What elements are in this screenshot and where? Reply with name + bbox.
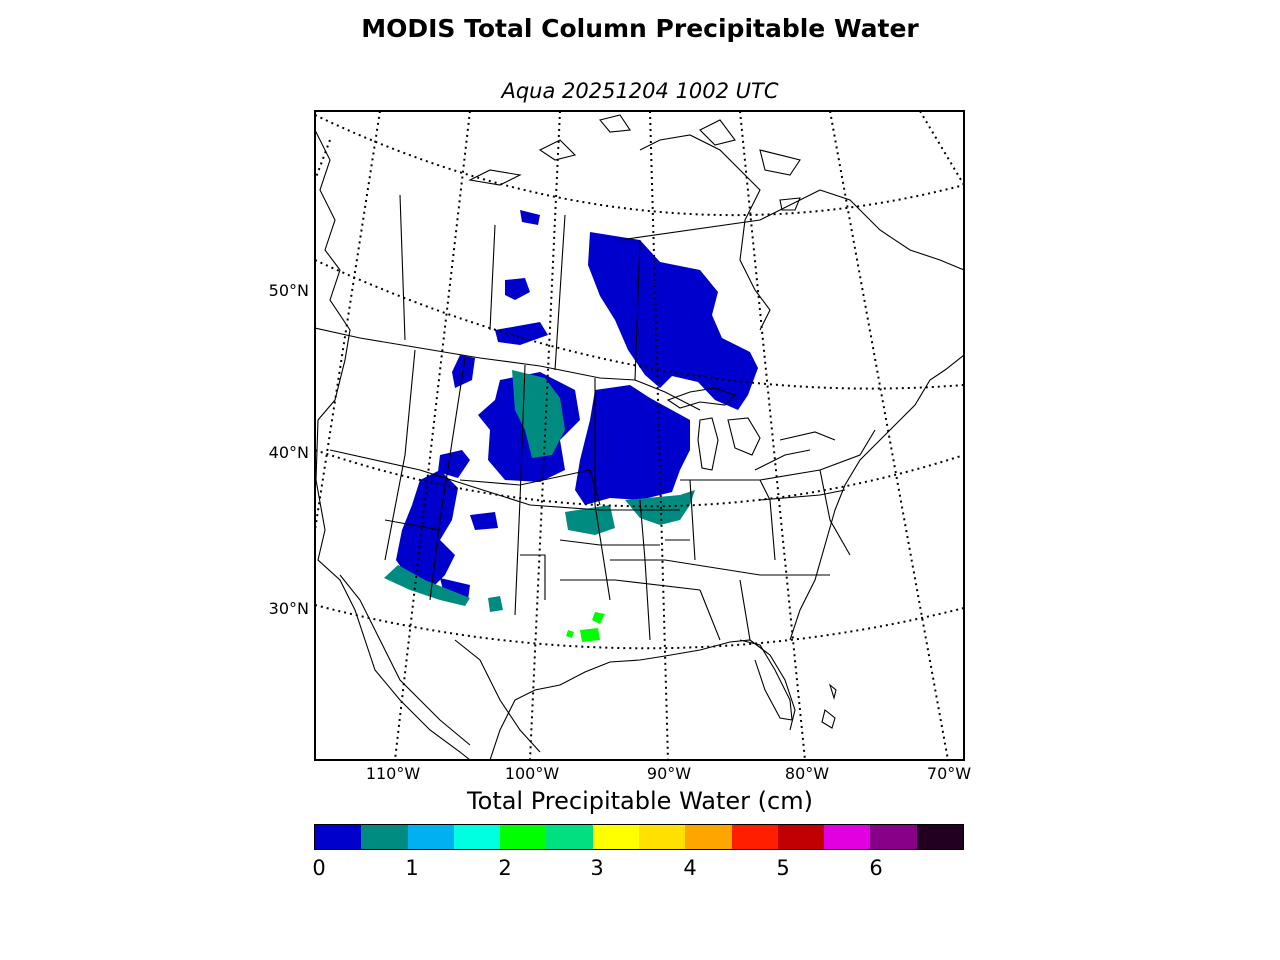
tpw-region-utah-arizona xyxy=(396,470,458,590)
colorbar-tick-3: 3 xyxy=(590,856,604,880)
tpw-region-alberta-fragment xyxy=(495,322,548,345)
tpw-teal-dakotas xyxy=(512,370,565,458)
tpw-region-minnesota xyxy=(575,385,690,505)
colorbar-tick-4: 4 xyxy=(683,856,697,880)
mexico-outline xyxy=(339,574,541,753)
arctic-islands xyxy=(468,114,801,211)
lon-line-70 xyxy=(829,111,949,760)
lon-line-120 xyxy=(315,111,381,531)
colorbar-cell-8 xyxy=(685,825,732,849)
great-lakes-huron xyxy=(727,417,761,456)
colorbar-cell-3 xyxy=(453,825,501,849)
lon-line-80 xyxy=(739,111,806,760)
lon-line-60 xyxy=(919,111,964,186)
colorbar-cell-5 xyxy=(546,825,593,849)
labrador-coast xyxy=(819,189,964,271)
colorbar-cell-11 xyxy=(824,825,871,849)
province-borders xyxy=(399,189,821,381)
lat-label-40: 40°N xyxy=(268,443,309,462)
canada-us-border xyxy=(315,327,701,411)
colorbar-cell-0 xyxy=(315,825,362,849)
tpw-region-wyoming-west xyxy=(438,450,470,478)
colorbar-cell-7 xyxy=(638,825,686,849)
tpw-region-saskatchewan xyxy=(505,278,530,300)
lon-line-130 xyxy=(315,139,331,181)
atlantic-coast xyxy=(789,354,964,641)
lat-line-60 xyxy=(315,114,964,217)
great-lakes-michigan xyxy=(697,417,719,471)
lon-label-70w: 70°W xyxy=(926,764,972,783)
colorbar-title: Total Precipitable Water (cm) xyxy=(467,787,813,815)
lat-line-40 xyxy=(315,449,964,508)
lon-label-110w: 110°W xyxy=(365,764,421,783)
colorbar xyxy=(314,824,964,850)
tpw-region-manitoba xyxy=(588,232,758,410)
lat-label-50: 50°N xyxy=(268,281,309,300)
colorbar-tick-1: 1 xyxy=(405,856,419,880)
great-lakes-erie-ontario xyxy=(754,431,836,471)
tpw-data-overlay xyxy=(384,210,758,642)
map-subtitle: Aqua 20251204 1002 UTC xyxy=(501,79,779,103)
map-frame xyxy=(314,110,965,761)
tpw-teal-arizona xyxy=(384,565,470,606)
colorbar-cell-6 xyxy=(592,825,639,849)
lon-label-100w: 100°W xyxy=(504,764,560,783)
lat-line-30 xyxy=(315,604,964,650)
lon-line-90 xyxy=(649,111,669,760)
lon-line-100 xyxy=(529,111,561,760)
lon-line-110 xyxy=(394,111,471,760)
map-title: MODIS Total Column Precipitable Water xyxy=(361,14,919,43)
colorbar-cell-1 xyxy=(361,825,408,849)
tpw-green-texas xyxy=(566,612,605,642)
colorbar-tick-0: 0 xyxy=(312,856,326,880)
florida xyxy=(739,639,793,721)
colorbar-cell-2 xyxy=(407,825,454,849)
tpw-teal-texas-spot xyxy=(488,596,503,612)
tpw-region-montana xyxy=(452,355,475,388)
colorbar-cell-10 xyxy=(777,825,825,849)
colorbar-cell-13 xyxy=(916,825,963,849)
colorbar-cell-12 xyxy=(870,825,917,849)
lon-label-80w: 80°W xyxy=(784,764,830,783)
great-lakes-superior xyxy=(666,387,737,409)
gulf-coast xyxy=(489,639,796,760)
hudson-bay-coast xyxy=(639,134,771,331)
tpw-region-north-fragment xyxy=(520,210,540,225)
colorbar-tick-2: 2 xyxy=(498,856,512,880)
lat-line-50 xyxy=(315,259,964,390)
lon-label-90w: 90°W xyxy=(646,764,692,783)
lat-label-30: 30°N xyxy=(268,599,309,618)
colorbar-tick-6: 6 xyxy=(869,856,883,880)
colorbar-tick-5: 5 xyxy=(776,856,790,880)
bahamas-cuba xyxy=(821,683,837,729)
tpw-region-colorado-spot xyxy=(470,512,498,530)
colorbar-cell-9 xyxy=(731,825,778,849)
colorbar-cell-4 xyxy=(500,825,547,849)
graticule xyxy=(315,111,964,760)
state-borders xyxy=(329,349,876,641)
tpw-teal-kansas xyxy=(565,505,615,535)
